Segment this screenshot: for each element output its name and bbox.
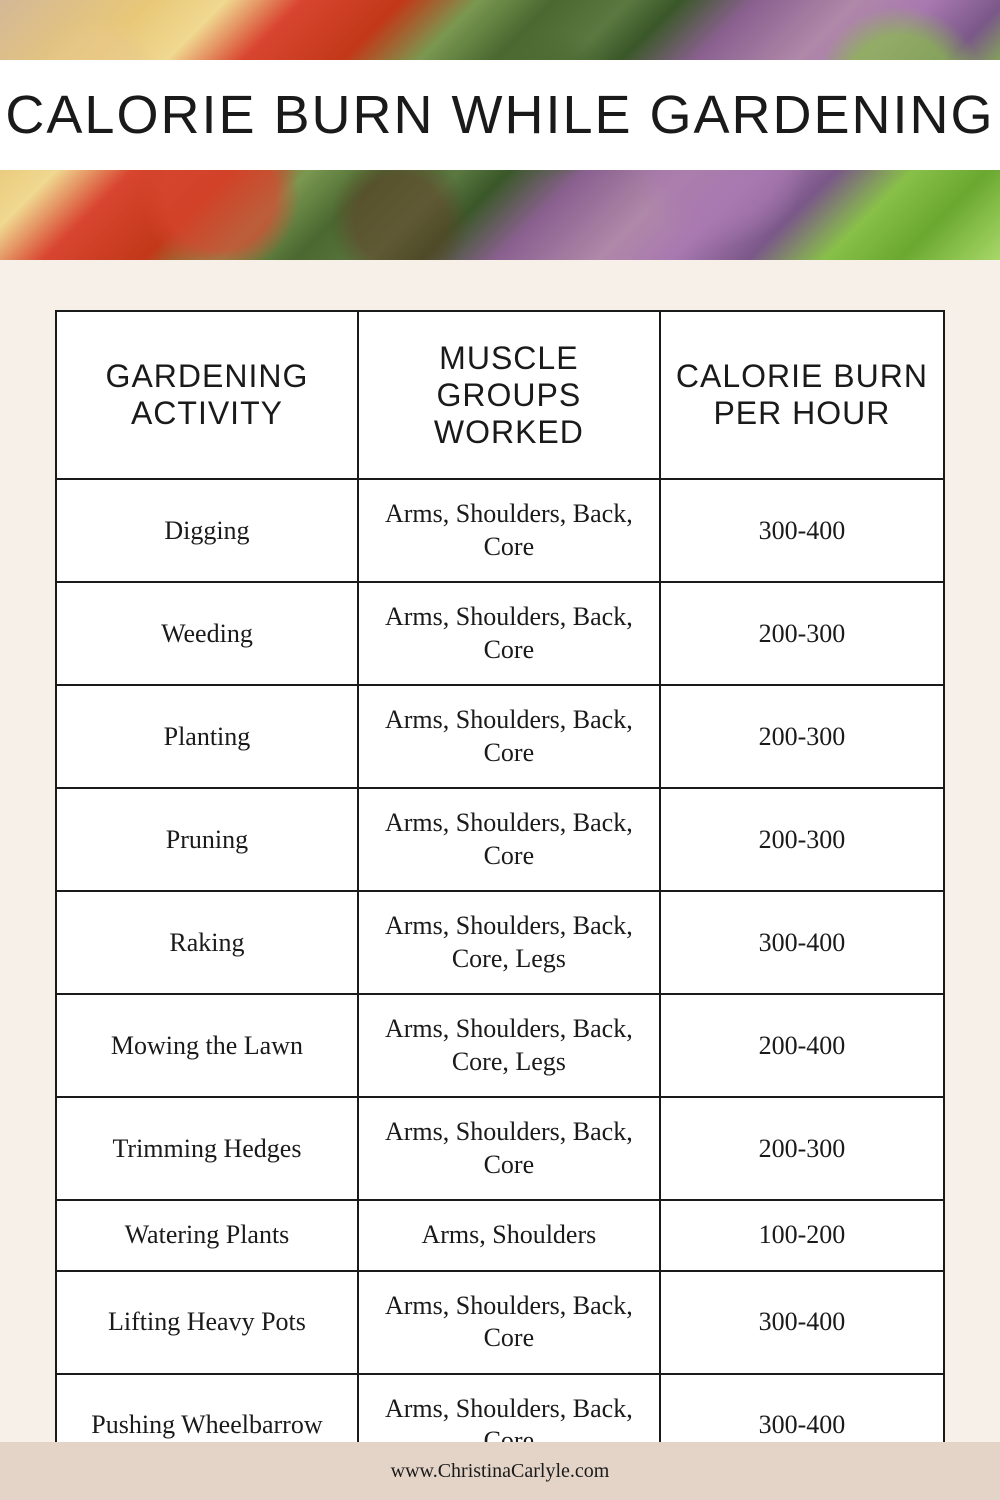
cell-activity: Pruning <box>56 788 358 891</box>
footer-url: www.ChristinaCarlyle.com <box>391 1460 610 1483</box>
table-row: Weeding Arms, Shoulders, Back, Core 200-… <box>56 582 944 685</box>
cell-muscles: Arms, Shoulders, Back, Core <box>358 685 660 788</box>
col-header-muscles: MUSCLE GROUPS WORKED <box>358 311 660 479</box>
table-row: Watering Plants Arms, Shoulders 100-200 <box>56 1200 944 1271</box>
cell-calories: 300-400 <box>660 1271 944 1374</box>
cell-activity: Raking <box>56 891 358 994</box>
cell-muscles: Arms, Shoulders <box>358 1200 660 1271</box>
cell-activity: Planting <box>56 685 358 788</box>
table-container: GARDENING ACTIVITY MUSCLE GROUPS WORKED … <box>0 260 1000 1478</box>
col-header-activity: GARDENING ACTIVITY <box>56 311 358 479</box>
cell-muscles: Arms, Shoulders, Back, Core <box>358 582 660 685</box>
cell-muscles: Arms, Shoulders, Back, Core <box>358 788 660 891</box>
cell-activity: Watering Plants <box>56 1200 358 1271</box>
hero-image: CALORIE BURN WHILE GARDENING <box>0 0 1000 260</box>
cell-calories: 300-400 <box>660 479 944 582</box>
cell-activity: Weeding <box>56 582 358 685</box>
table-row: Mowing the Lawn Arms, Shoulders, Back, C… <box>56 994 944 1097</box>
cell-muscles: Arms, Shoulders, Back, Core <box>358 1097 660 1200</box>
table-row: Raking Arms, Shoulders, Back, Core, Legs… <box>56 891 944 994</box>
cell-activity: Lifting Heavy Pots <box>56 1271 358 1374</box>
cell-calories: 100-200 <box>660 1200 944 1271</box>
footer: www.ChristinaCarlyle.com <box>0 1442 1000 1500</box>
cell-muscles: Arms, Shoulders, Back, Core <box>358 1271 660 1374</box>
cell-calories: 200-400 <box>660 994 944 1097</box>
cell-calories: 200-300 <box>660 1097 944 1200</box>
cell-calories: 200-300 <box>660 685 944 788</box>
table-body: Digging Arms, Shoulders, Back, Core 300-… <box>56 479 944 1477</box>
cell-calories: 300-400 <box>660 891 944 994</box>
cell-muscles: Arms, Shoulders, Back, Core, Legs <box>358 994 660 1097</box>
cell-muscles: Arms, Shoulders, Back, Core, Legs <box>358 891 660 994</box>
table-header-row: GARDENING ACTIVITY MUSCLE GROUPS WORKED … <box>56 311 944 479</box>
table-row: Trimming Hedges Arms, Shoulders, Back, C… <box>56 1097 944 1200</box>
table-row: Pruning Arms, Shoulders, Back, Core 200-… <box>56 788 944 891</box>
cell-activity: Trimming Hedges <box>56 1097 358 1200</box>
title-band: CALORIE BURN WHILE GARDENING <box>0 60 1000 170</box>
calorie-table: GARDENING ACTIVITY MUSCLE GROUPS WORKED … <box>55 310 945 1478</box>
cell-activity: Mowing the Lawn <box>56 994 358 1097</box>
table-row: Planting Arms, Shoulders, Back, Core 200… <box>56 685 944 788</box>
cell-activity: Digging <box>56 479 358 582</box>
table-row: Lifting Heavy Pots Arms, Shoulders, Back… <box>56 1271 944 1374</box>
table-row: Digging Arms, Shoulders, Back, Core 300-… <box>56 479 944 582</box>
cell-calories: 200-300 <box>660 582 944 685</box>
page-title: CALORIE BURN WHILE GARDENING <box>5 84 994 146</box>
cell-muscles: Arms, Shoulders, Back, Core <box>358 479 660 582</box>
cell-calories: 200-300 <box>660 788 944 891</box>
col-header-calories: CALORIE BURN PER HOUR <box>660 311 944 479</box>
